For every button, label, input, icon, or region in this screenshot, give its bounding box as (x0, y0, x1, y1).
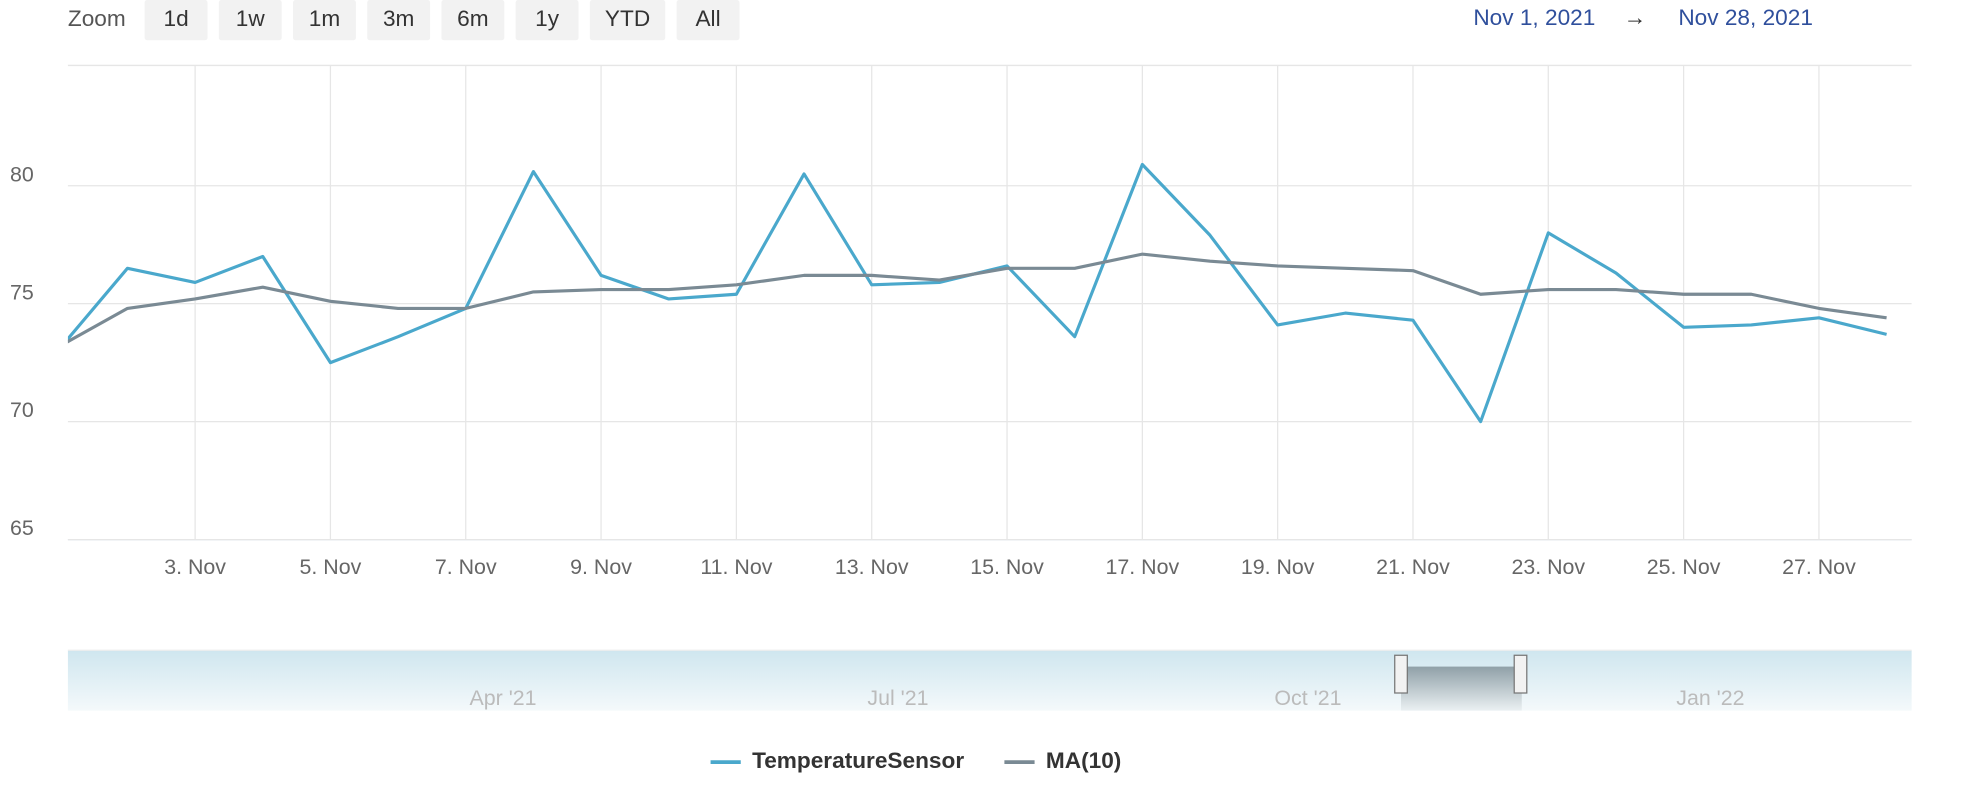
x-tick-label: 3. Nov (164, 555, 226, 579)
range-button[interactable]: 1m (293, 0, 356, 41)
range-button-bg[interactable] (218, 0, 282, 41)
range-button[interactable]: 1y (515, 0, 579, 41)
navigator-label: Jul '21 (867, 686, 928, 710)
navigator-selection[interactable] (1401, 666, 1522, 711)
x-tick-label: 23. Nov (1511, 555, 1585, 579)
x-tick-label: 21. Nov (1376, 555, 1450, 579)
range-button[interactable]: 1d (144, 0, 208, 41)
range-to[interactable]: Nov 28, 2021 (1678, 5, 1813, 30)
y-tick-label: 75 (10, 280, 34, 304)
range-button-bg[interactable] (676, 0, 740, 41)
series-line (67, 252, 1887, 344)
x-tick-label: 25. Nov (1647, 555, 1721, 579)
x-tick-label: 15. Nov (970, 555, 1044, 579)
range-button[interactable]: YTD (589, 0, 666, 41)
series-line (67, 162, 1887, 424)
range-button-label[interactable]: 1d (163, 6, 188, 31)
range-button-bg[interactable] (515, 0, 579, 41)
range-button-label[interactable]: 1m (309, 6, 340, 31)
x-tick-label: 27. Nov (1782, 555, 1856, 579)
range-button-bg[interactable] (367, 0, 431, 41)
range-from[interactable]: Nov 1, 2021 (1473, 5, 1595, 30)
range-button-label[interactable]: All (695, 6, 720, 31)
range-button-bg[interactable] (589, 0, 666, 41)
navigator-label: Apr '21 (470, 686, 537, 710)
navigator[interactable]: Apr '21 Jul '21 Oct '21 Jan '22 (67, 649, 1912, 711)
y-tick-label: 65 (10, 516, 34, 540)
x-tick-label: 9. Nov (570, 555, 632, 579)
navigator-handle[interactable] (1513, 654, 1528, 694)
navigator-area (67, 650, 1912, 711)
range-button-bg[interactable] (144, 0, 208, 41)
range-button-label[interactable]: 6m (457, 6, 488, 31)
legend-label[interactable]: MA(10) (1046, 748, 1121, 773)
x-tick-label: 7. Nov (435, 555, 497, 579)
range-button-bg[interactable] (293, 0, 356, 41)
range-button[interactable]: 1w (218, 0, 282, 41)
navigator-handle[interactable] (1394, 654, 1408, 694)
legend-label[interactable]: TemperatureSensor (752, 748, 964, 773)
x-tick-label: 5. Nov (300, 555, 362, 579)
legend-item[interactable]: MA(10) (1004, 748, 1121, 773)
y-tick-label: 70 (10, 398, 34, 422)
range-arrow: → (1624, 5, 1647, 30)
range-button[interactable]: All (676, 0, 740, 41)
range-button-label[interactable]: 1w (236, 6, 266, 31)
navigator-label: Jan '22 (1676, 686, 1744, 710)
range-button[interactable]: 3m (367, 0, 431, 41)
range-button-label[interactable]: 1y (535, 6, 560, 31)
range-button-label[interactable]: YTD (605, 6, 650, 31)
range-button-bg[interactable] (441, 0, 505, 41)
y-tick-label: 80 (10, 162, 34, 186)
navigator-label: Oct '21 (1274, 686, 1341, 710)
range-button[interactable]: 6m (441, 0, 505, 41)
x-tick-label: 13. Nov (835, 555, 909, 579)
range-button-label[interactable]: 3m (383, 6, 414, 31)
zoom-label: Zoom (68, 6, 126, 31)
legend-item[interactable]: TemperatureSensor (710, 748, 965, 773)
x-tick-label: 11. Nov (700, 555, 772, 579)
x-tick-label: 17. Nov (1106, 555, 1180, 579)
x-tick-label: 19. Nov (1241, 555, 1315, 579)
